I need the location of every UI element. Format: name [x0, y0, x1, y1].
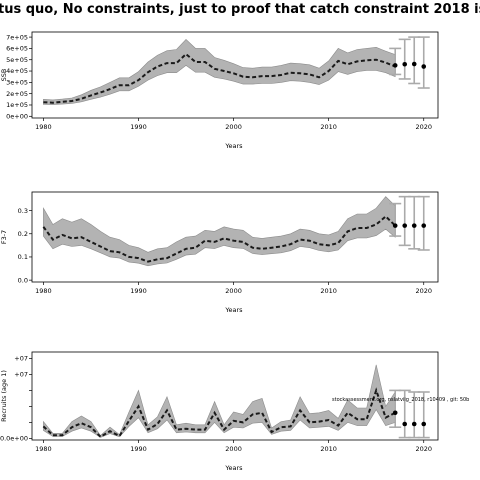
panel-3: 1980 1990 2000 2010 2020 0.0e+00 +07 +07 Years Re… — [0, 351, 439, 472]
forecast-point — [421, 64, 427, 69]
forecast-point — [392, 410, 398, 416]
y-tick-label: 1e+05 — [6, 101, 28, 109]
forecast-point — [411, 223, 417, 228]
x-tick-label: 1980 — [35, 445, 52, 453]
y-tick-label: 0.3 — [18, 207, 28, 215]
plot-frame — [31, 31, 439, 119]
x-tick-label: 1980 — [35, 287, 52, 295]
y-tick-label: 3e+05 — [6, 79, 28, 87]
x-tick-label: 1990 — [130, 123, 147, 131]
y-tick-label: 0.2 — [18, 230, 28, 238]
y-axis-label: F3-7 — [0, 230, 8, 244]
x-tick-label: 2020 — [415, 123, 432, 131]
y-tick-label: +07 — [14, 355, 28, 363]
plot-frame — [31, 351, 439, 441]
forecast-point — [421, 223, 427, 228]
x-tick-label: 1980 — [35, 123, 52, 131]
x-tick-label: 2000 — [225, 123, 242, 131]
forecast-point — [402, 421, 408, 427]
y-tick-label: 0.0 — [18, 276, 28, 284]
confidence-band — [43, 196, 396, 267]
panels-container: 1980 1990 2000 2010 2020 0e+00 1e+05 2e+05 3e+05… — [0, 31, 439, 472]
x-tick-label: 2020 — [415, 445, 432, 453]
y-axis-label: SSB — [0, 69, 8, 82]
x-tick-label: 1990 — [130, 445, 147, 453]
x-axis-label: Years — [224, 306, 243, 314]
x-tick-label: 2010 — [320, 445, 337, 453]
panel-1: 1980 1990 2000 2010 2020 0e+00 1e+05 2e+05 3e+05… — [0, 31, 439, 150]
annotation-text: stockassessment.org, nslatviig_2018, r10… — [332, 397, 469, 403]
y-tick-label: +07 — [14, 371, 28, 379]
x-tick-label: 2000 — [225, 287, 242, 295]
forecast-point — [402, 223, 408, 228]
confidence-band — [43, 38, 396, 105]
y-tick-label: 7e+05 — [6, 33, 28, 41]
forecast-point — [392, 223, 398, 228]
y-tick-label: 4e+05 — [6, 67, 28, 75]
y-axis-label: Recruits (age 1) — [0, 370, 8, 422]
x-tick-label: 2010 — [320, 287, 337, 295]
forecast-point — [392, 63, 398, 68]
x-tick-label: 2010 — [320, 123, 337, 131]
x-tick-label: 1990 — [130, 287, 147, 295]
chart-title: tus quo, No constraints, just to proof t… — [0, 2, 480, 17]
forecast-point — [402, 61, 408, 67]
x-axis-label: Years — [224, 142, 243, 150]
x-tick-label: 2020 — [415, 287, 432, 295]
y-tick-label: 0e+00 — [6, 113, 28, 121]
x-tick-label: 2000 — [225, 445, 242, 453]
x-axis-label: Years — [224, 464, 243, 472]
forecast-point — [411, 421, 417, 427]
y-tick-label: 0.0e+00 — [0, 435, 28, 443]
plot-frame — [31, 191, 439, 283]
estimate-line — [43, 52, 396, 104]
forecast-point — [421, 421, 427, 427]
y-tick-label: 2e+05 — [6, 90, 28, 98]
forecast-point — [411, 61, 417, 67]
panel-2: 1980 1990 2000 2010 2020 0.0 0.1 0.2 0.3 Years F3-… — [0, 191, 439, 314]
y-tick-label: 5e+05 — [6, 56, 28, 64]
y-tick-label: 0.1 — [18, 253, 28, 261]
y-tick-label: 6e+05 — [6, 45, 28, 53]
